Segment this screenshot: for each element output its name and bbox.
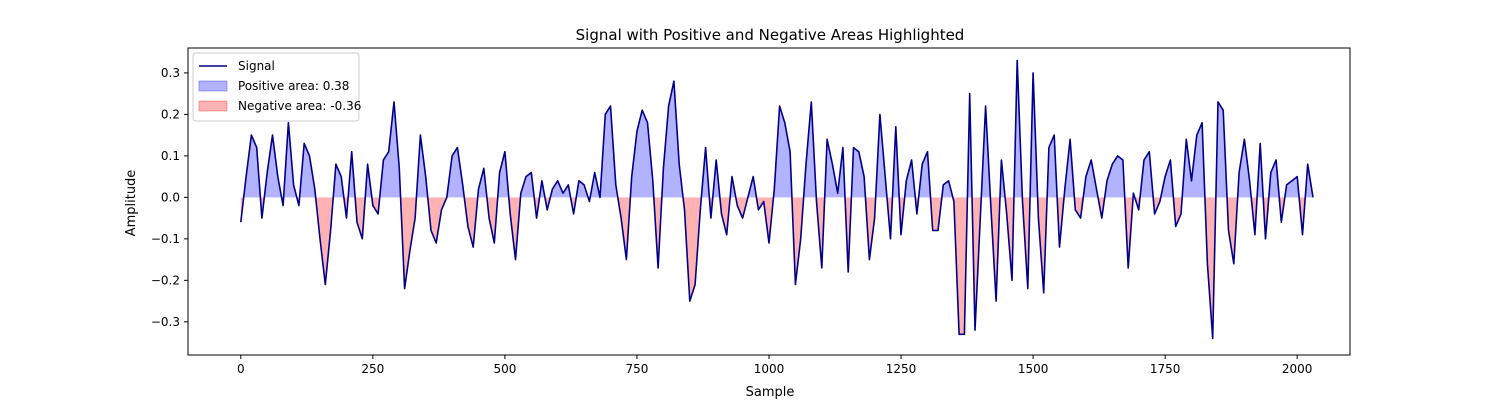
- negative-area-fill: [240, 197, 1314, 339]
- legend-swatch-negative: [198, 100, 228, 112]
- x-tick-label: 500: [493, 362, 516, 376]
- x-axis-label: Sample: [746, 385, 795, 400]
- legend: Signal Positive area: 0.38 Negative area: …: [192, 52, 361, 122]
- legend-label: Positive area: 0.38: [238, 79, 349, 93]
- y-tick-label: 0.2: [161, 107, 180, 121]
- legend-label: Negative area: -0.36: [238, 99, 361, 113]
- y-tick-label: −0.3: [151, 315, 180, 329]
- x-axis-ticks: 0 250 500 750 1000 1250 1500 1750 2000: [237, 355, 1312, 376]
- x-tick-label: 0: [237, 362, 245, 376]
- y-tick-label: 0.1: [161, 149, 180, 163]
- x-tick-label: 750: [626, 362, 649, 376]
- signal-line: [240, 59, 1314, 340]
- y-axis-ticks: −0.3 −0.2 −0.1 0.0 0.1 0.2 0.3: [151, 66, 188, 329]
- legend-box: [192, 52, 360, 122]
- chart-title: Signal with Positive and Negative Areas …: [576, 26, 965, 44]
- y-axis-label: Amplitude: [124, 170, 139, 237]
- legend-label: Signal: [238, 59, 275, 73]
- x-tick-label: 2000: [1282, 362, 1313, 376]
- y-tick-label: 0.3: [161, 66, 180, 80]
- x-tick-label: 1750: [1150, 362, 1181, 376]
- signal-series: [240, 59, 1314, 340]
- y-tick-label: 0.0: [161, 190, 180, 204]
- area-fills: [240, 60, 1314, 339]
- y-tick-label: −0.2: [151, 273, 180, 287]
- x-tick-label: 1000: [754, 362, 785, 376]
- x-tick-label: 1500: [1018, 362, 1049, 376]
- x-tick-label: 250: [361, 362, 384, 376]
- legend-swatch-positive: [198, 80, 228, 92]
- y-tick-label: −0.1: [151, 232, 180, 246]
- x-tick-label: 1250: [886, 362, 917, 376]
